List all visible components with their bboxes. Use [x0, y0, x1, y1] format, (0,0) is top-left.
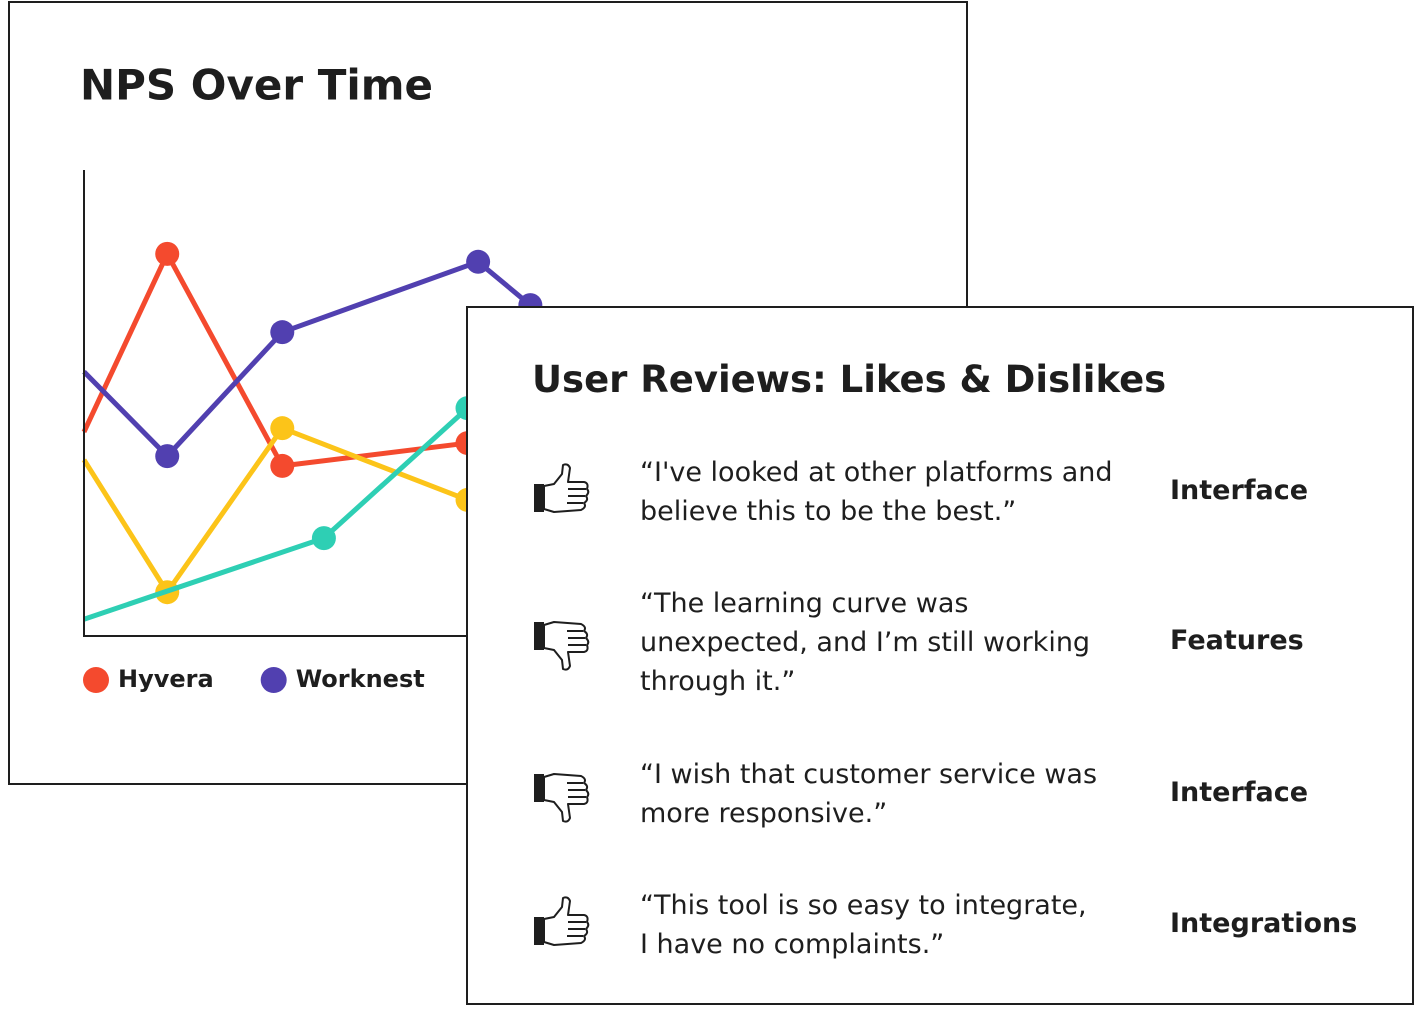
legend-marker [260, 667, 287, 693]
legend-label: Worknest [296, 665, 425, 693]
point [466, 249, 491, 274]
quote-line: I have no complaints.” [640, 929, 945, 960]
thumbs-down-icon [534, 773, 590, 823]
legend-marker [83, 667, 109, 693]
quote-line: “This tool is so easy to integrate, [640, 890, 1087, 921]
point [270, 416, 295, 441]
reviews-title: User Reviews: Likes & Dislikes [532, 358, 1167, 401]
thumbs-up-icon [534, 463, 590, 513]
thumbs-down-icon [534, 621, 590, 671]
point [155, 241, 180, 266]
point [270, 453, 295, 478]
quote-line: through it.” [640, 665, 796, 697]
point [155, 444, 180, 469]
series-line [81, 251, 468, 469]
quote-line: believe this to be the best.” [640, 496, 1017, 527]
thumbs-up-icon [534, 896, 590, 946]
review-tag: Features [1170, 625, 1304, 656]
point [311, 526, 336, 551]
reviews-card: User Reviews: Likes & Dislikes “I've loo… [466, 306, 1414, 1005]
series-line [81, 425, 469, 595]
quote-line: more responsive.” [640, 798, 888, 829]
point [270, 320, 295, 345]
review-quote: “This tool is so easy to integrate, I hav… [640, 886, 1087, 964]
legend-label: Hyvera [118, 665, 214, 693]
review-quote: “The learning curve was unexpected, and I… [640, 584, 1090, 701]
quote-line: unexpected, and I’m still working [640, 626, 1091, 658]
chart-title: NPS Over Time [80, 61, 433, 110]
quote-line: “The learning curve was [640, 587, 969, 619]
review-tag: Interface [1170, 777, 1309, 808]
quote-line: “I wish that customer service was [640, 759, 1098, 790]
review-tag: Interface [1170, 475, 1309, 506]
review-quote: “I've looked at other platforms and belie… [640, 453, 1113, 531]
review-quote: “I wish that customer service was more re… [640, 755, 1097, 833]
review-tag: Integrations [1170, 908, 1358, 939]
quote-line: “I've looked at other platforms and [640, 457, 1113, 488]
